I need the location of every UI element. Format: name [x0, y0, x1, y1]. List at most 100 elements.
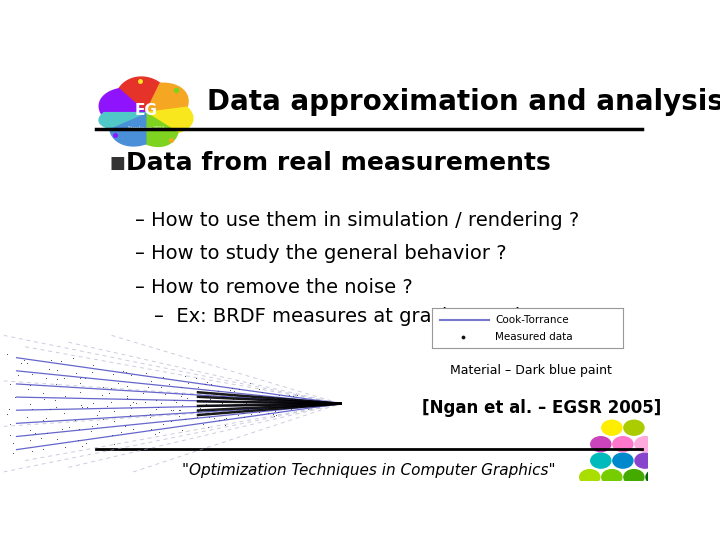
Point — [139, 398, 150, 407]
Circle shape — [590, 437, 611, 451]
Point — [37, 444, 48, 453]
Point — [63, 422, 75, 431]
Point — [192, 383, 204, 391]
Point — [109, 440, 120, 448]
Text: – How to use them in simulation / rendering ?: – How to use them in simulation / render… — [135, 211, 579, 230]
Circle shape — [646, 470, 666, 484]
Point — [130, 399, 141, 408]
Point — [67, 354, 78, 362]
Text: Cook-Torrance: Cook-Torrance — [495, 315, 569, 325]
Point — [263, 409, 274, 417]
Point — [192, 406, 204, 415]
Point — [97, 415, 109, 423]
Point — [30, 429, 41, 438]
Point — [271, 394, 283, 402]
Point — [24, 435, 36, 444]
Point — [202, 378, 213, 387]
Point — [40, 413, 51, 422]
Text: [Ngan et al. – EGSR 2005]: [Ngan et al. – EGSR 2005] — [422, 399, 661, 417]
Point — [219, 414, 230, 423]
Point — [213, 415, 225, 424]
Point — [221, 414, 233, 422]
Point — [108, 417, 120, 426]
Point — [242, 404, 253, 413]
Point — [267, 410, 279, 418]
Point — [199, 380, 210, 389]
Point — [244, 379, 256, 387]
Polygon shape — [145, 113, 178, 146]
Point — [40, 374, 52, 382]
Point — [93, 406, 104, 415]
Circle shape — [613, 453, 633, 468]
Point — [165, 416, 176, 425]
Point — [183, 379, 194, 388]
Point — [59, 392, 71, 401]
Point — [4, 379, 15, 388]
Point — [120, 368, 131, 376]
Text: – How to study the general behavior ?: – How to study the general behavior ? — [135, 245, 506, 264]
Point — [197, 420, 209, 428]
Point — [220, 393, 231, 401]
Point — [179, 415, 191, 423]
Point — [194, 403, 206, 412]
Circle shape — [646, 486, 666, 501]
Point — [245, 410, 256, 418]
Circle shape — [602, 420, 622, 435]
Point — [220, 421, 231, 430]
Point — [155, 399, 166, 407]
Point — [142, 382, 153, 391]
Point — [124, 401, 135, 409]
Point — [12, 371, 24, 380]
Point — [276, 401, 287, 409]
Point — [152, 402, 163, 411]
Point — [69, 416, 81, 424]
Point — [51, 366, 63, 374]
Point — [291, 390, 302, 399]
Circle shape — [602, 486, 622, 501]
Point — [286, 404, 297, 413]
Point — [21, 359, 32, 367]
Point — [208, 414, 220, 422]
Point — [41, 429, 53, 437]
Point — [7, 438, 19, 447]
Point — [233, 384, 245, 393]
Point — [228, 407, 240, 416]
Point — [207, 409, 219, 417]
Point — [58, 409, 70, 417]
Point — [238, 413, 250, 422]
Point — [106, 383, 117, 392]
Point — [80, 439, 91, 448]
Point — [116, 428, 127, 436]
Point — [192, 413, 203, 421]
Point — [289, 395, 301, 403]
Text: – How to remove the noise ?: – How to remove the noise ? — [135, 278, 413, 297]
Point — [44, 404, 55, 413]
Polygon shape — [119, 77, 160, 113]
Point — [176, 392, 187, 400]
Point — [302, 405, 314, 414]
Circle shape — [590, 453, 611, 468]
Point — [212, 387, 224, 395]
Polygon shape — [109, 113, 145, 146]
Point — [153, 428, 165, 437]
Text: Measured data: Measured data — [495, 332, 572, 342]
Point — [19, 356, 30, 364]
Point — [157, 420, 168, 428]
Point — [9, 393, 21, 402]
Point — [174, 406, 186, 414]
Text: EG: EG — [135, 103, 157, 118]
Point — [74, 388, 86, 396]
Point — [253, 407, 265, 416]
Point — [174, 406, 185, 415]
Point — [200, 400, 212, 408]
Point — [283, 399, 294, 407]
Point — [117, 367, 129, 375]
Point — [121, 382, 132, 390]
Point — [107, 369, 119, 378]
Point — [254, 397, 266, 406]
Point — [165, 406, 176, 415]
Point — [43, 364, 55, 373]
Point — [246, 392, 258, 401]
Point — [4, 420, 15, 429]
Circle shape — [624, 420, 644, 435]
